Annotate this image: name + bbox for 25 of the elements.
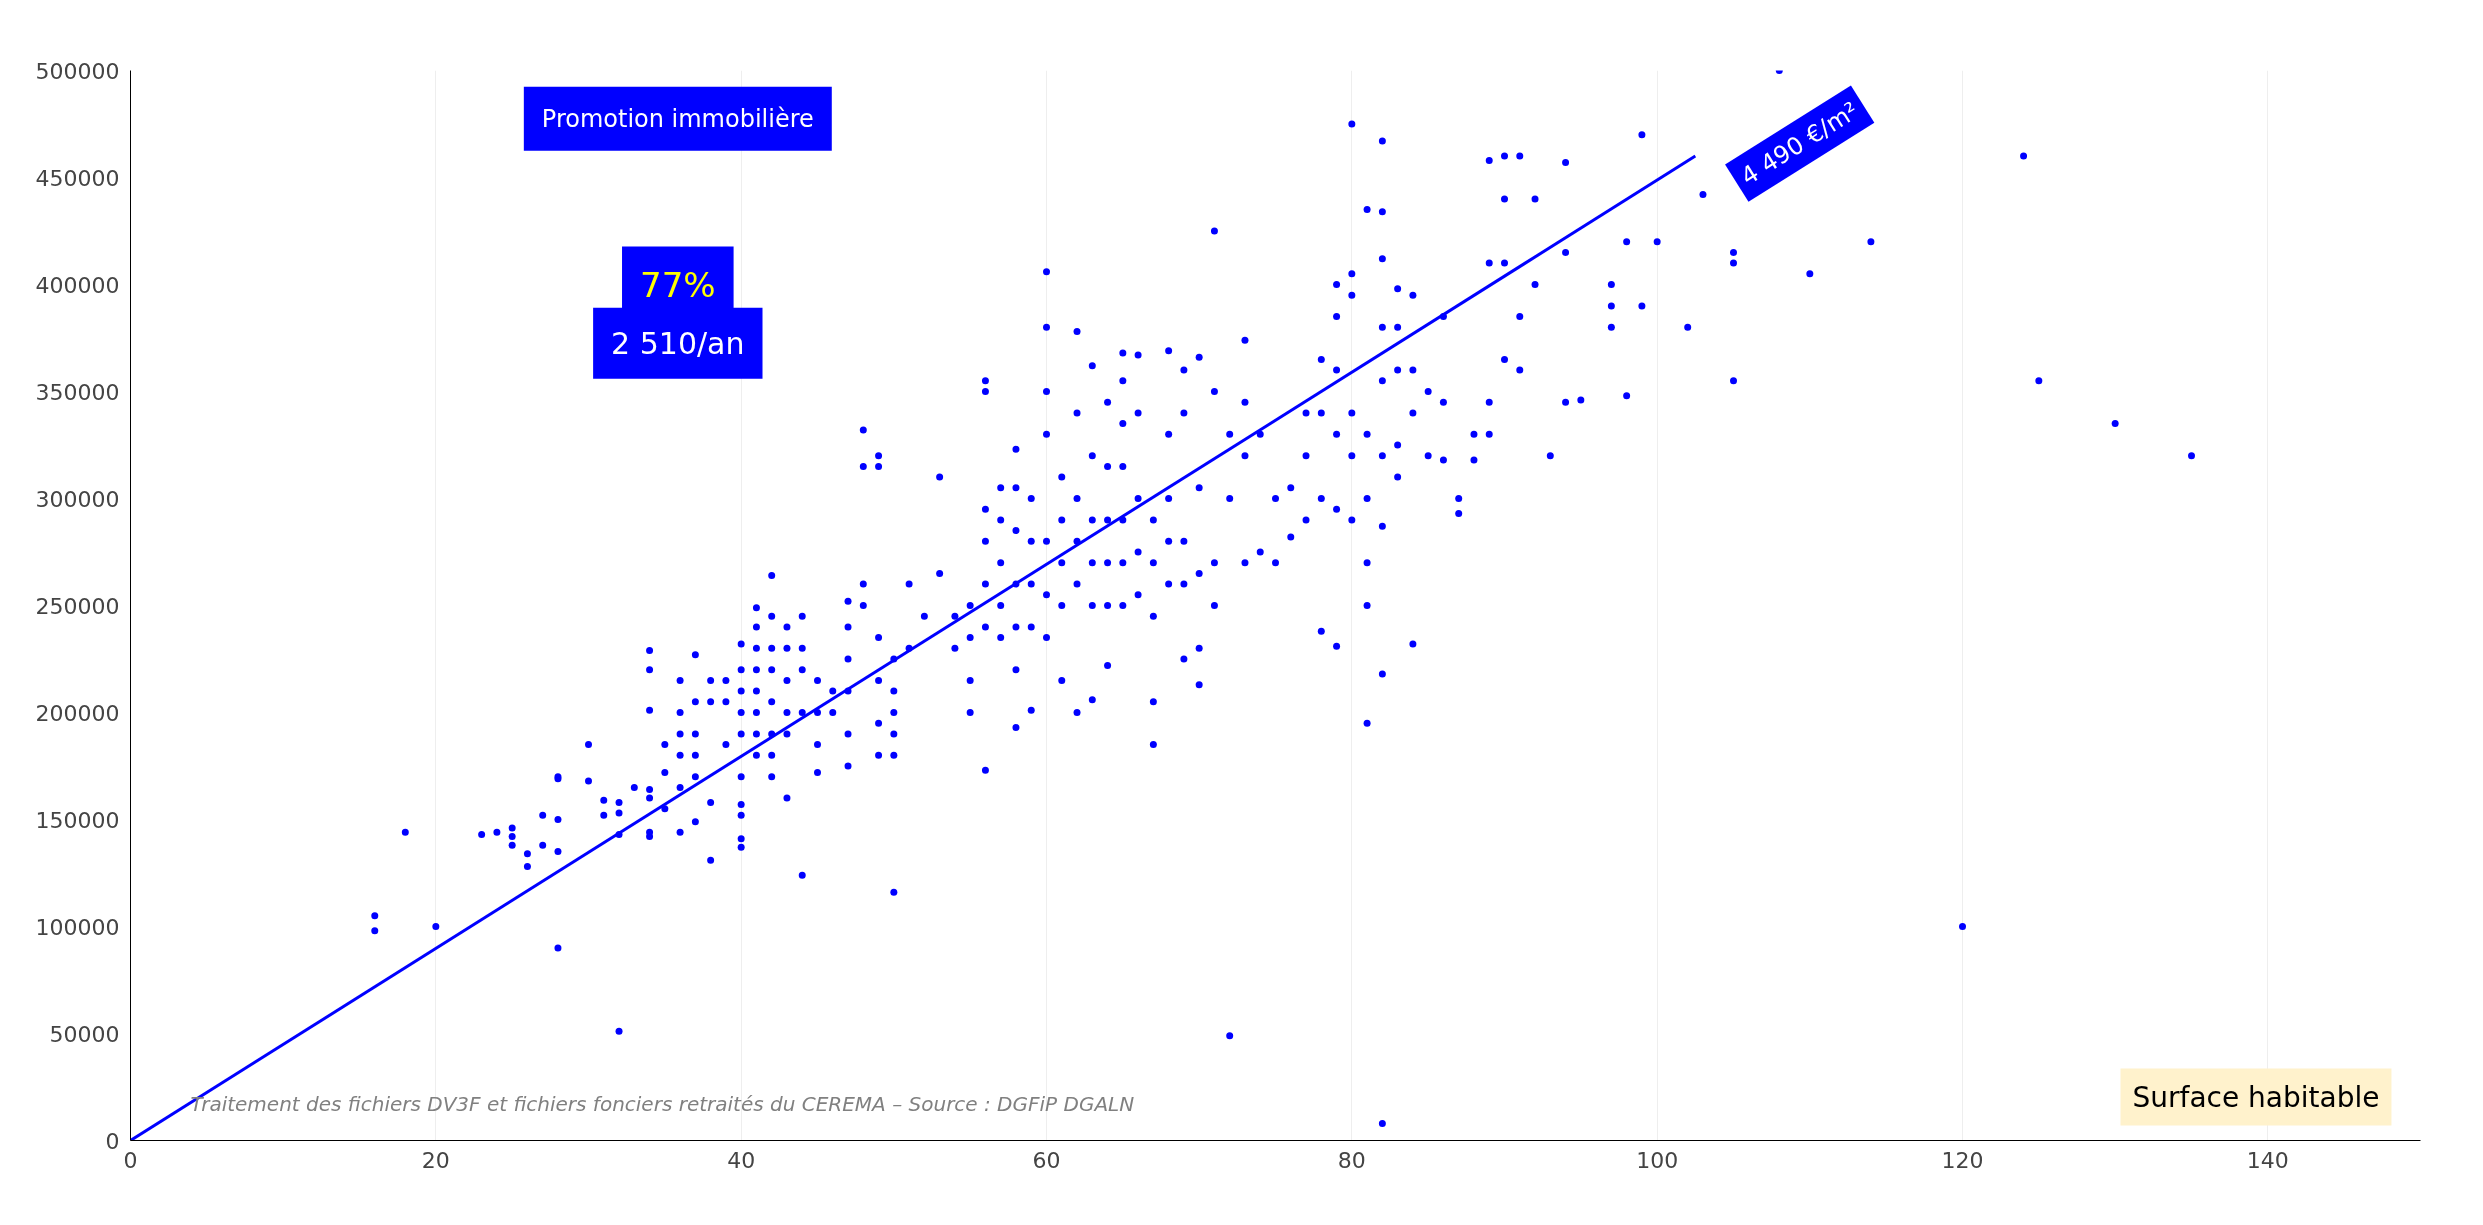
y-tick-label: 500000 <box>35 58 120 84</box>
x-tick-label: 80 <box>1337 1147 1366 1173</box>
x-tick-label: 140 <box>2246 1147 2289 1173</box>
annotation: Traitement des fichiers DV3F et fichiers fonciers retraités du CEREMA – Source : DGFiP DGALN <box>190 1091 1135 1116</box>
x-tick-label: 40 <box>727 1147 756 1173</box>
x-tick-label: 0 <box>123 1147 138 1173</box>
x-tick-label: 60 <box>1032 1147 1061 1173</box>
y-tick-label: 250000 <box>35 593 120 619</box>
y-tick-label: 400000 <box>35 272 120 298</box>
x-tick-label: 100 <box>1636 1147 1679 1173</box>
y-tick-label: 450000 <box>35 165 120 191</box>
y-tick-label: 100000 <box>35 914 120 940</box>
annotation: Promotion immobilière <box>541 104 814 133</box>
y-tick-label: 350000 <box>35 379 120 405</box>
y-tick-label: 150000 <box>35 807 120 833</box>
x-tick-label: 20 <box>421 1147 450 1173</box>
annotation: 77% <box>640 264 716 305</box>
annotation: 4 490 €/m² <box>1736 96 1864 191</box>
y-tick-label: 300000 <box>35 486 120 512</box>
y-tick-label: 50000 <box>49 1021 120 1047</box>
x-tick-label: 120 <box>1941 1147 1984 1173</box>
x-axis-title: Surface habitable <box>2132 1080 2380 1114</box>
y-tick-label: 0 <box>105 1128 120 1154</box>
y-tick-label: 200000 <box>35 700 120 726</box>
annotation: 2 510/an <box>611 325 745 361</box>
